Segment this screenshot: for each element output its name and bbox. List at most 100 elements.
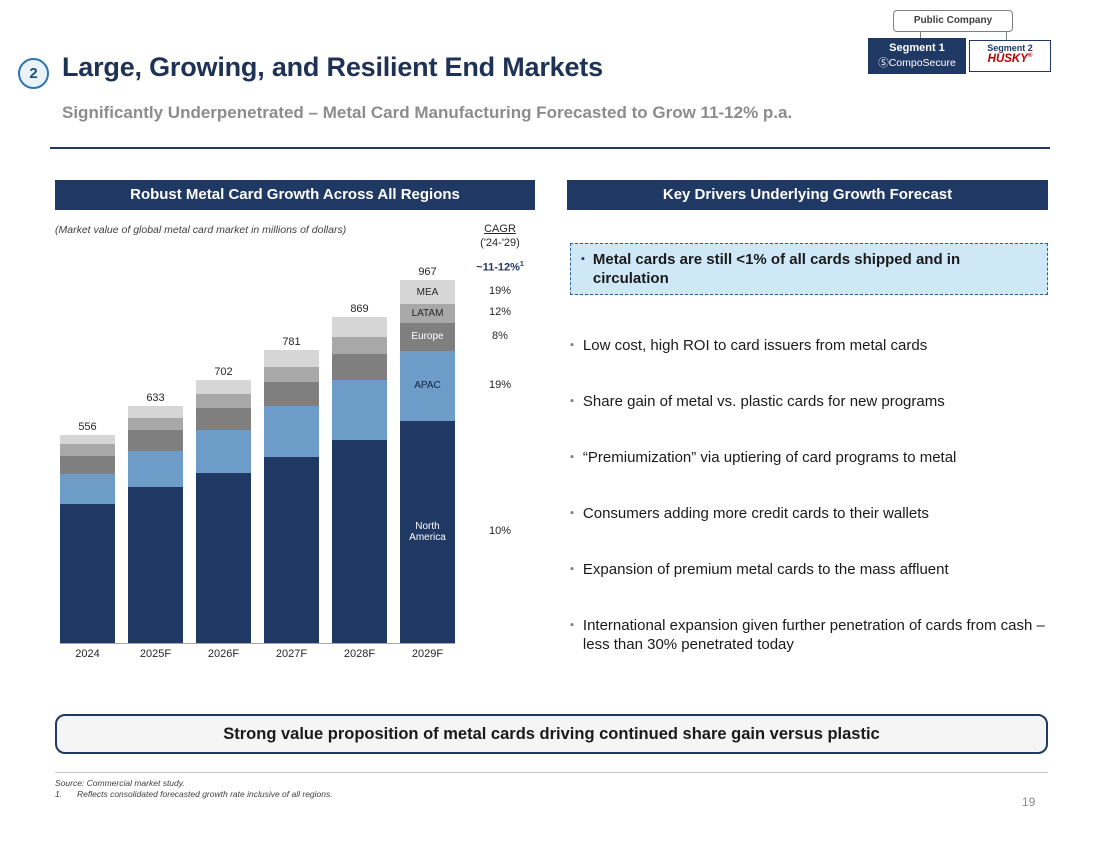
bar-segment-europe — [128, 430, 183, 451]
growth-driver-bullet: ▪ Expansion of premium metal cards to the… — [570, 560, 1048, 579]
segment1-brand: ⓈCompoSecure — [868, 55, 966, 70]
bar-segment-north-america: North America — [400, 421, 455, 643]
segment-name-label: North America — [409, 521, 446, 544]
bar-total-label: 869 — [350, 303, 369, 316]
x-axis-label: 2027F — [275, 648, 308, 660]
segment2-label: Segment 2 — [987, 43, 1033, 53]
cagr-mea: 19% — [488, 285, 512, 297]
bar-segment-latam — [196, 393, 251, 408]
cagr-latam: 12% — [488, 306, 512, 319]
source-note: Source: Commercial market study. — [55, 778, 185, 788]
public-company-badge: Public Company — [893, 10, 1013, 32]
bottom-banner-text: Strong value proposition of metal cards … — [223, 725, 880, 743]
square-bullet-icon: ▪ — [570, 339, 574, 351]
bar-segment-north-america — [332, 439, 387, 643]
segment-name-label: LATAM — [411, 307, 444, 319]
bullet-text: “Premiumization” via uptiering of card p… — [582, 449, 957, 466]
badge-connector-line — [1006, 30, 1007, 42]
bar-stack — [60, 434, 115, 643]
growth-driver-bullet: ▪ Share gain of metal vs. plastic cards f… — [570, 392, 1048, 411]
growth-driver-bullet: ▪ “Premiumization” via uptiering of card … — [570, 448, 1048, 467]
x-axis-label: 2026F — [207, 648, 240, 660]
stacked-bar-plot: 556 633 702 781 869 967 MEA LATAM Europe APAC Nort… — [60, 266, 455, 644]
badge-connector-line — [920, 30, 921, 40]
bullet-text: Consumers adding more credit cards to th… — [582, 505, 929, 522]
square-bullet-icon: ▪ — [570, 395, 574, 407]
page-subtitle: Significantly Underpenetrated – Metal Ca… — [62, 103, 793, 122]
bar-segment-mea — [332, 317, 387, 337]
square-bullet-icon: ▪ — [570, 451, 574, 463]
bar-segment-apac — [60, 474, 115, 505]
slide-number-circle: 2 — [18, 58, 49, 89]
bullet-text: Low cost, high ROI to card issuers from … — [582, 337, 928, 354]
page-number: 19 — [1022, 795, 1036, 809]
footnote: 1. Reflects consolidated forecasted grow… — [55, 789, 333, 799]
bar-segment-apac — [128, 451, 183, 488]
bar-segment-latam — [264, 366, 319, 383]
bar-segment-mea — [264, 350, 319, 367]
bar-2026f: 702 — [196, 366, 251, 643]
segment1-label: Segment 1 — [889, 42, 945, 54]
bar-segment-north-america — [60, 504, 115, 643]
bar-segment-europe: Europe — [400, 323, 455, 351]
bar-segment-latam — [60, 444, 115, 456]
segment1-badge: Segment 1 ⓈCompoSecure — [868, 38, 966, 74]
chart-area: 556 633 702 781 869 967 MEA LATAM Europe APAC Nort… — [55, 223, 545, 668]
bar-segment-apac: APAC — [400, 350, 455, 422]
x-axis-labels: 2024 2025F 2026F 2027F 2028F 2029F — [60, 648, 455, 660]
bar-segment-europe — [60, 455, 115, 475]
bullet-text: Expansion of premium metal cards to the … — [582, 561, 949, 578]
chart-panel-header: Robust Metal Card Growth Across All Regi… — [55, 180, 535, 210]
bar-segment-north-america — [264, 457, 319, 643]
bar-2029f: 967 MEA LATAM Europe APAC North America — [400, 266, 455, 643]
husky-trademark: ® — [1027, 53, 1033, 60]
growth-driver-bullet: ▪ Low cost, high ROI to card issuers from… — [570, 336, 1048, 355]
bar-segment-latam — [332, 336, 387, 355]
footer-divider — [55, 772, 1048, 773]
segment-name-label: MEA — [416, 286, 439, 298]
bar-2025f: 633 — [128, 392, 183, 643]
chart-units-note: (Market value of global metal card marke… — [55, 224, 347, 236]
bar-total-label: 702 — [214, 365, 233, 378]
segment-name-label: APAC — [414, 380, 441, 392]
husky-brand-text: HUSKY — [987, 53, 1028, 65]
square-bullet-icon: ▪ — [570, 507, 574, 519]
x-axis-label: 2025F — [139, 648, 172, 660]
bar-segment-north-america — [196, 473, 251, 643]
bar-2027f: 781 — [264, 336, 319, 643]
segment2-badge: Segment 2 HUSKY® — [969, 40, 1051, 72]
bar-total-label: 633 — [146, 391, 165, 404]
bullet-text: International expansion given further pe… — [582, 617, 1045, 653]
bottom-banner: Strong value proposition of metal cards … — [55, 714, 1048, 754]
bar-segment-mea — [128, 405, 183, 418]
bar-2028f: 869 — [332, 303, 387, 643]
growth-driver-bullets: ▪ Low cost, high ROI to card issuers from… — [570, 336, 1048, 691]
square-bullet-icon: ▪ — [570, 619, 574, 631]
cagr-column: CAGR ('24-'29) ~11-12%1 19% 12% 8% 19% 10% — [460, 223, 540, 643]
total-cagr-label: ~11-12%1 — [476, 261, 524, 275]
composecure-logo-icon: Ⓢ — [878, 57, 889, 69]
bar-stack — [196, 379, 251, 643]
composecure-brand-text: CompoSecure — [888, 57, 956, 69]
bar-total-label: 556 — [78, 420, 97, 433]
growth-driver-bullet: ▪ International expansion given further p… — [570, 616, 1048, 654]
bar-segment-mea — [196, 379, 251, 394]
bar-segment-mea — [60, 434, 115, 445]
footnote-number: 1. — [55, 789, 63, 799]
footnote-text: Reflects consolidated forecasted growth … — [77, 789, 333, 799]
title-divider — [50, 147, 1050, 149]
page-title: Large, Growing, and Resilient End Market… — [62, 52, 603, 82]
bar-segment-europe — [196, 407, 251, 430]
square-bullet-icon: ▪ — [581, 253, 585, 265]
segment2-brand: HUSKY® — [970, 53, 1050, 65]
cagr-apac: 19% — [488, 378, 512, 391]
bar-segment-latam — [128, 417, 183, 431]
x-axis-label: 2029F — [411, 648, 444, 660]
bar-segment-apac — [332, 379, 387, 440]
growth-driver-bullet: ▪ Consumers adding more credit cards to t… — [570, 504, 1048, 523]
bar-segment-latam: LATAM — [400, 303, 455, 324]
bar-stack — [264, 350, 319, 643]
public-company-label: Public Company — [913, 15, 993, 26]
bar-stack — [128, 405, 183, 643]
